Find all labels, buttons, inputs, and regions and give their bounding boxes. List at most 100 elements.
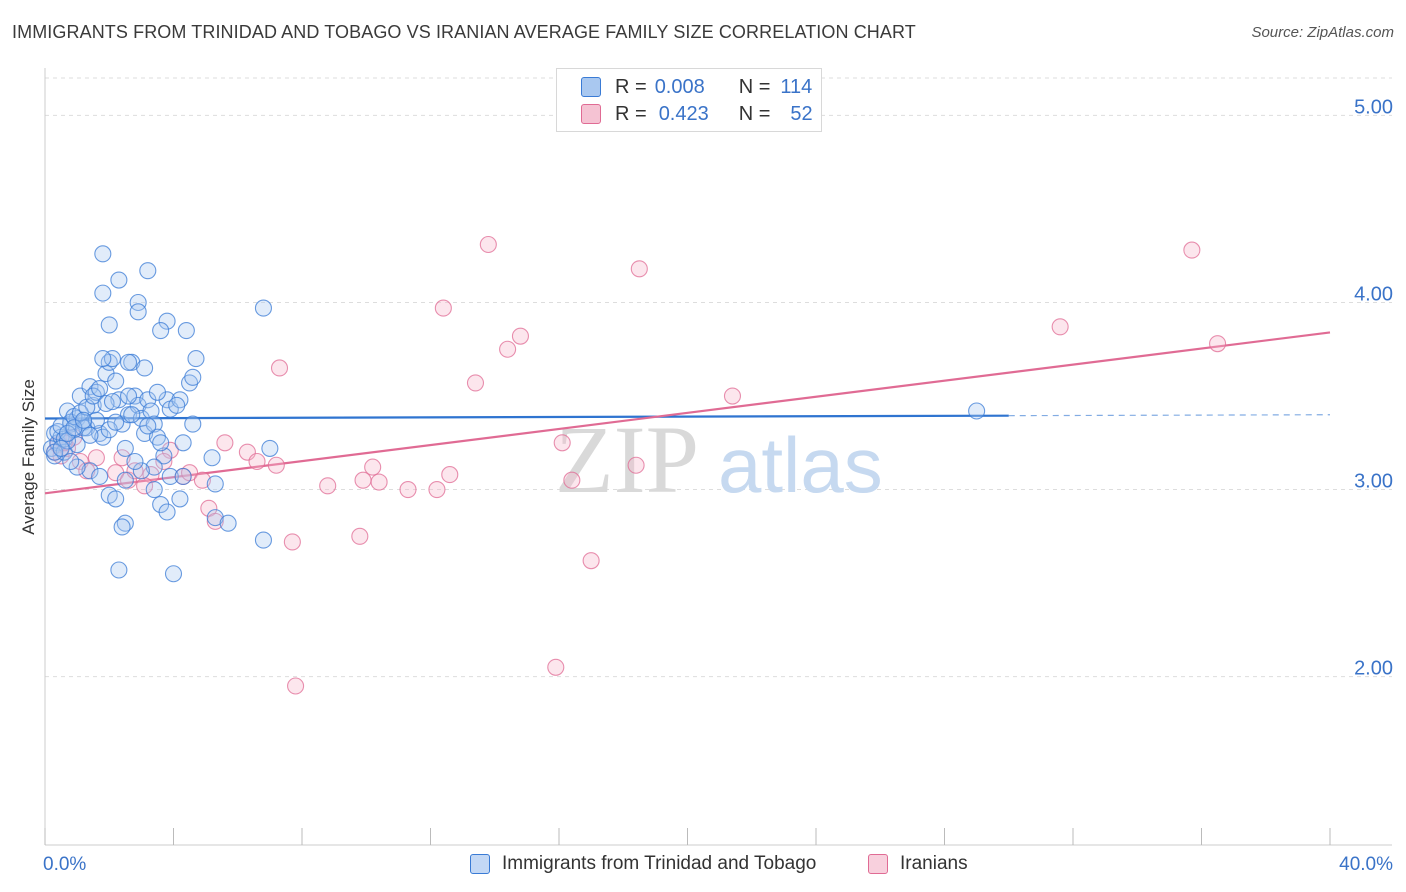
r-label: R = [615, 102, 647, 125]
point-iranians [511, 327, 530, 345]
point-trinidad-tobago [171, 391, 189, 409]
point-iranians [287, 677, 305, 695]
point-iranians [479, 235, 497, 254]
point-trinidad-tobago [94, 245, 112, 263]
point-iranians [466, 374, 485, 392]
point-trinidad-tobago [107, 372, 125, 390]
point-trinidad-tobago [91, 379, 109, 398]
point-trinidad-tobago [126, 452, 144, 471]
point-iranians [113, 449, 131, 467]
y-axis-label: Average Family Size [19, 379, 38, 535]
point-trinidad-tobago [206, 509, 224, 527]
point-iranians [1051, 318, 1069, 336]
n-value-series1: 114 [780, 75, 813, 98]
point-trinidad-tobago [116, 471, 134, 489]
point-trinidad-tobago [91, 467, 109, 486]
point-trinidad-tobago [184, 415, 202, 433]
legend-swatch-pink [581, 104, 601, 124]
n-value-series2: 52 [790, 102, 813, 125]
point-iranians [582, 552, 600, 570]
point-trinidad-tobago [97, 394, 115, 413]
point-iranians [428, 481, 446, 499]
point-iranians [434, 299, 452, 317]
point-trinidad-tobago [52, 439, 70, 457]
legend-row-series1: R = 0.008 N = 114 [581, 74, 812, 100]
point-trinidad-tobago [184, 368, 202, 386]
point-trinidad-tobago [158, 503, 176, 521]
y-tick-label: 5.00 [1354, 96, 1393, 118]
point-iranians [193, 471, 211, 489]
point-trinidad-tobago [103, 350, 122, 368]
point-trinidad-tobago [116, 439, 134, 457]
point-trinidad-tobago [107, 490, 125, 508]
point-iranians [399, 481, 417, 499]
point-trinidad-tobago [81, 462, 99, 480]
bottom-legend-label-series1: Immigrants from Trinidad and Tobago [502, 853, 817, 874]
point-trinidad-tobago [126, 387, 144, 405]
point-trinidad-tobago [145, 458, 163, 476]
point-trinidad-tobago [177, 321, 195, 340]
point-trinidad-tobago [152, 434, 170, 452]
trend-line-trinidad-tobago-extension [1008, 414, 1331, 417]
point-trinidad-tobago [129, 293, 147, 312]
point-trinidad-tobago [203, 449, 221, 467]
point-iranians [248, 452, 266, 471]
point-trinidad-tobago [129, 303, 147, 321]
point-trinidad-tobago [187, 350, 205, 368]
point-trinidad-tobago [148, 383, 166, 401]
point-iranians [370, 473, 388, 491]
x-tick-label: 40.0% [1339, 854, 1393, 875]
point-iranians [270, 359, 289, 377]
point-trinidad-tobago [254, 531, 273, 549]
point-iranians [319, 477, 337, 495]
point-trinidad-tobago [113, 518, 131, 536]
point-iranians [630, 260, 648, 278]
point-trinidad-tobago [110, 391, 128, 409]
point-trinidad-tobago [161, 467, 179, 486]
point-trinidad-tobago [148, 428, 166, 446]
point-trinidad-tobago [145, 481, 163, 499]
point-trinidad-tobago [139, 262, 157, 280]
bottom-legend-series1: Immigrants from Trinidad and Tobago [470, 850, 816, 878]
watermark: ZIP atlas [555, 406, 883, 513]
legend-swatch-blue [581, 77, 601, 97]
bottom-legend-series2: Iranians [868, 850, 968, 878]
trend-line-trinidad-tobago [44, 414, 1009, 420]
point-trinidad-tobago [62, 452, 80, 471]
watermark-zip: ZIP [555, 406, 699, 513]
point-trinidad-tobago [158, 312, 176, 330]
data-points [42, 235, 1227, 695]
point-trinidad-tobago [110, 561, 128, 579]
x-tick-label: 0.0% [43, 854, 86, 875]
point-trinidad-tobago [132, 462, 150, 480]
r-value-series1: 0.008 [654, 75, 705, 98]
point-trinidad-tobago [110, 271, 128, 289]
point-trinidad-tobago [164, 565, 183, 583]
point-iranians [216, 434, 234, 452]
point-iranians [553, 434, 571, 452]
point-trinidad-tobago [87, 411, 105, 429]
point-trinidad-tobago [155, 447, 173, 465]
axes [44, 68, 1392, 846]
trend-line-iranians [44, 331, 1331, 495]
chart-title: IMMIGRANTS FROM TRINIDAD AND TOBAGO VS I… [12, 22, 916, 42]
point-iranians [499, 340, 517, 358]
stats-legend: R = 0.008 N = 114 R = 0.423 N = 52 [556, 68, 822, 132]
watermark-atlas: atlas [718, 421, 883, 509]
point-trinidad-tobago [171, 490, 189, 508]
point-trinidad-tobago [123, 406, 141, 424]
point-trinidad-tobago [100, 316, 118, 334]
point-trinidad-tobago [152, 321, 170, 340]
point-trinidad-tobago [968, 402, 986, 420]
point-iranians [206, 512, 224, 530]
point-trinidad-tobago [75, 411, 93, 429]
point-trinidad-tobago [94, 284, 112, 302]
point-trinidad-tobago [119, 387, 138, 405]
point-iranians [723, 387, 742, 405]
point-iranians [627, 456, 645, 474]
point-trinidad-tobago [94, 350, 112, 368]
bottom-legend-swatch-blue [470, 854, 490, 874]
point-iranians [267, 456, 285, 474]
point-iranians [155, 452, 173, 471]
y-tick-label: 2.00 [1354, 658, 1393, 680]
